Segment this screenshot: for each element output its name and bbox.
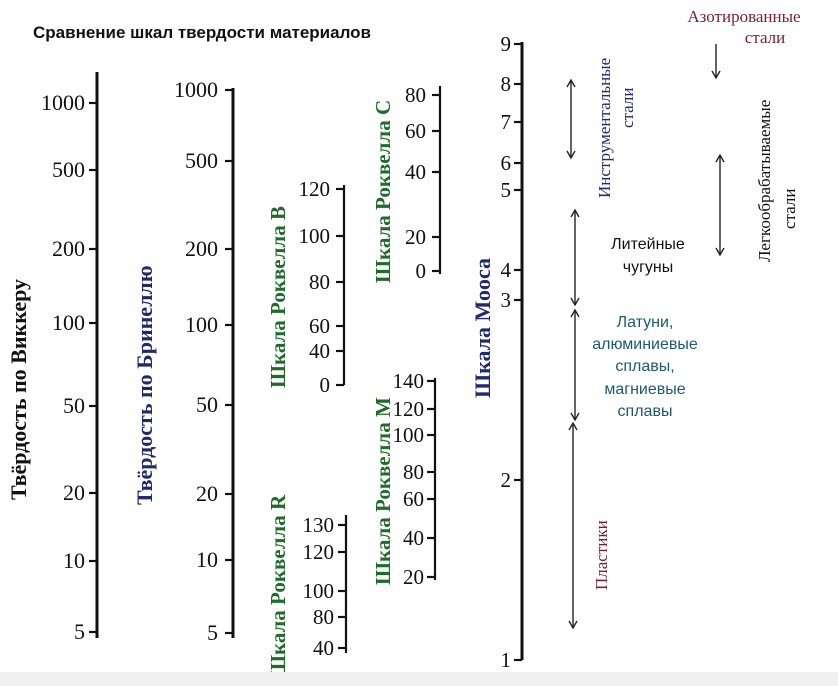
machinable-steels-label: Легкообрабатываемые стали [755, 100, 799, 262]
vickers-tick-label: 10 [63, 548, 85, 573]
brinell-tick-label: 5 [207, 620, 218, 645]
brinell-scale: 1000 500 200 100 50 20 10 5 Твёрдость по Бринел… [132, 77, 235, 645]
rockwell-c-axis-title: Шкала Роквелла C [371, 100, 395, 283]
rockwell-c-scale: 80 60 40 20 0 Шкала Роквелла C [371, 83, 442, 283]
rockwell-b-tick-label: 80 [309, 270, 330, 294]
brinell-axis-title: Твёрдость по Бринеллю [132, 265, 157, 505]
plastics-range-arrow [568, 421, 578, 630]
machinable-steels-range-arrow [715, 153, 725, 257]
rockwell-c-tick-label: 60 [405, 119, 426, 143]
nitrided-steels-label-line-1: Азотированные [687, 7, 800, 26]
brinell-tick-label: 200 [185, 236, 218, 261]
alloys-label-line-2: алюминиевые [592, 336, 698, 353]
nitrided-steels-label: Азотированные стали [687, 7, 800, 47]
cast-irons-label-line-2: чугуны [623, 259, 674, 276]
rockwell-m-axis-title: Шкала Роквелла M [371, 397, 395, 585]
vickers-scale: 1000 500 200 100 50 20 10 5 Твёрдость по Виккер… [6, 72, 99, 644]
rockwell-r-tick-label: 130 [303, 513, 335, 537]
brinell-tick-label: 1000 [174, 77, 218, 102]
cast-irons-label: Литейные чугуны [611, 236, 685, 276]
bottom-bar [0, 672, 838, 686]
rockwell-b-tick-label: 60 [309, 314, 330, 338]
rockwell-c-tick-label: 0 [416, 259, 427, 283]
rockwell-m-tick-label: 140 [393, 369, 425, 393]
rockwell-m-tick-label: 60 [403, 487, 424, 511]
vickers-tick-label: 500 [52, 157, 85, 182]
rockwell-r-tick-label: 100 [303, 579, 335, 603]
alloys-label: Латуни, алюминиевые сплавы, магниевые сп… [592, 314, 698, 420]
nitrided-steels-label-line-2: стали [745, 28, 785, 47]
mohs-tick-label: 2 [501, 468, 512, 492]
rockwell-r-tick-label: 120 [303, 540, 335, 564]
rockwell-r-tick-label: 40 [313, 636, 334, 660]
vickers-tick-label: 200 [52, 236, 85, 261]
mohs-tick-label: 1 [501, 648, 512, 672]
vickers-tick-label: 1000 [41, 90, 85, 115]
mohs-tick-label: 9 [501, 32, 512, 56]
rockwell-b-tick-label: 40 [309, 339, 330, 363]
brinell-tick-label: 500 [185, 148, 218, 173]
rockwell-m-tick-label: 20 [403, 565, 424, 589]
tool-steels-label: Инструментальные стали [595, 58, 637, 198]
tool-steels-label-line-2: стали [618, 88, 637, 128]
rockwell-r-axis-title: Шкала Роквелла R [266, 494, 290, 678]
rockwell-b-tick-label: 100 [299, 224, 331, 248]
vickers-axis-title: Твёрдость по Виккеру [6, 279, 31, 500]
rockwell-m-tick-label: 120 [393, 397, 425, 421]
alloys-range-arrow [570, 308, 580, 422]
mohs-tick-label: 6 [501, 151, 512, 175]
nitrided-steels-range-arrow [711, 44, 721, 80]
material-ranges [566, 44, 725, 630]
brinell-tick-label: 50 [196, 392, 218, 417]
rockwell-b-axis-title: Шкала Роквелла B [266, 206, 290, 388]
vickers-tick-label: 5 [74, 619, 85, 644]
diagram-title: Сравнение шкал твердости материалов [33, 23, 371, 42]
rockwell-c-tick-label: 40 [405, 160, 426, 184]
rockwell-m-tick-label: 100 [393, 423, 425, 447]
rockwell-c-tick-label: 80 [405, 83, 426, 107]
machinable-steels-label-line-1: Легкообрабатываемые [755, 100, 774, 262]
machinable-steels-label-line-2: стали [780, 189, 799, 229]
vickers-tick-label: 20 [63, 480, 85, 505]
brinell-tick-label: 20 [196, 481, 218, 506]
cast-irons-label-line-1: Литейные [611, 236, 685, 253]
brinell-tick-label: 100 [185, 312, 218, 337]
alloys-label-line-4: магниевые [604, 381, 685, 398]
rockwell-m-tick-label: 40 [403, 526, 424, 550]
cast-irons-range-arrow [570, 208, 580, 307]
mohs-scale: 9 8 7 6 5 4 3 2 1 Шкала Мооса [470, 32, 524, 672]
vickers-tick-label: 50 [63, 393, 85, 418]
alloys-label-line-5: сплавы [618, 403, 673, 420]
rockwell-b-tick-label: 120 [299, 177, 331, 201]
plastics-label: Пластики [592, 520, 611, 590]
rockwell-b-tick-label: 0 [320, 373, 331, 397]
rockwell-c-tick-label: 20 [405, 225, 426, 249]
rockwell-m-tick-label: 80 [403, 460, 424, 484]
mohs-tick-label: 3 [501, 288, 512, 312]
rockwell-r-tick-label: 80 [313, 605, 334, 629]
mohs-axis-title: Шкала Мооса [470, 258, 495, 398]
mohs-tick-label: 7 [501, 110, 512, 134]
vickers-tick-label: 100 [52, 310, 85, 335]
mohs-tick-label: 5 [501, 178, 512, 202]
alloys-label-line-1: Латуни, [617, 314, 674, 331]
brinell-tick-label: 10 [196, 547, 218, 572]
mohs-tick-label: 4 [501, 258, 512, 282]
tool-steels-label-line-1: Инструментальные [595, 58, 614, 198]
tool-steels-range-arrow [566, 78, 576, 160]
mohs-tick-label: 8 [501, 72, 512, 96]
alloys-label-line-3: сплавы, [615, 358, 674, 375]
